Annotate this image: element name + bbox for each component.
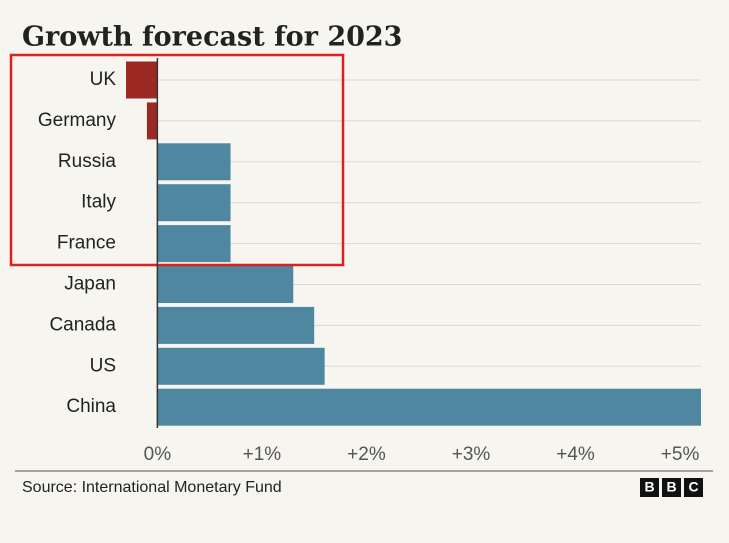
y-tick-label: Canada — [49, 314, 116, 335]
y-tick-label: UK — [90, 69, 117, 90]
bar — [157, 266, 294, 303]
y-tick-label: China — [66, 396, 116, 417]
y-tick-label: Japan — [64, 274, 116, 295]
bar — [157, 225, 231, 263]
bar — [126, 61, 158, 99]
bar — [157, 184, 231, 222]
x-tick-label: 0% — [144, 444, 172, 465]
logo-box — [640, 478, 659, 497]
chart-title: Growth forecast for 2023 — [22, 22, 402, 53]
bar — [146, 102, 158, 140]
x-tick-label: +5% — [661, 444, 700, 465]
y-tick-label: Italy — [81, 192, 116, 213]
bar — [157, 347, 325, 385]
x-tick-label: +4% — [556, 444, 595, 465]
logo-box — [684, 478, 703, 497]
logo-letter: C — [688, 479, 698, 495]
y-tick-label: US — [90, 355, 116, 376]
x-tick-label: +2% — [347, 444, 386, 465]
logo-letter: B — [666, 479, 676, 495]
bar — [157, 143, 231, 181]
highlight-box — [9, 53, 345, 267]
x-tick-label: +1% — [243, 444, 282, 465]
source: Source: International Monetary Fund — [22, 479, 282, 496]
y-tick-label: France — [57, 233, 116, 254]
y-tick-label: Russia — [58, 151, 117, 172]
logo-letter: B — [644, 479, 654, 495]
bar — [157, 388, 701, 426]
y-tick-label: Germany — [38, 110, 117, 131]
logo-box — [662, 478, 681, 497]
x-tick-label: +3% — [452, 444, 491, 465]
bar — [157, 306, 315, 344]
